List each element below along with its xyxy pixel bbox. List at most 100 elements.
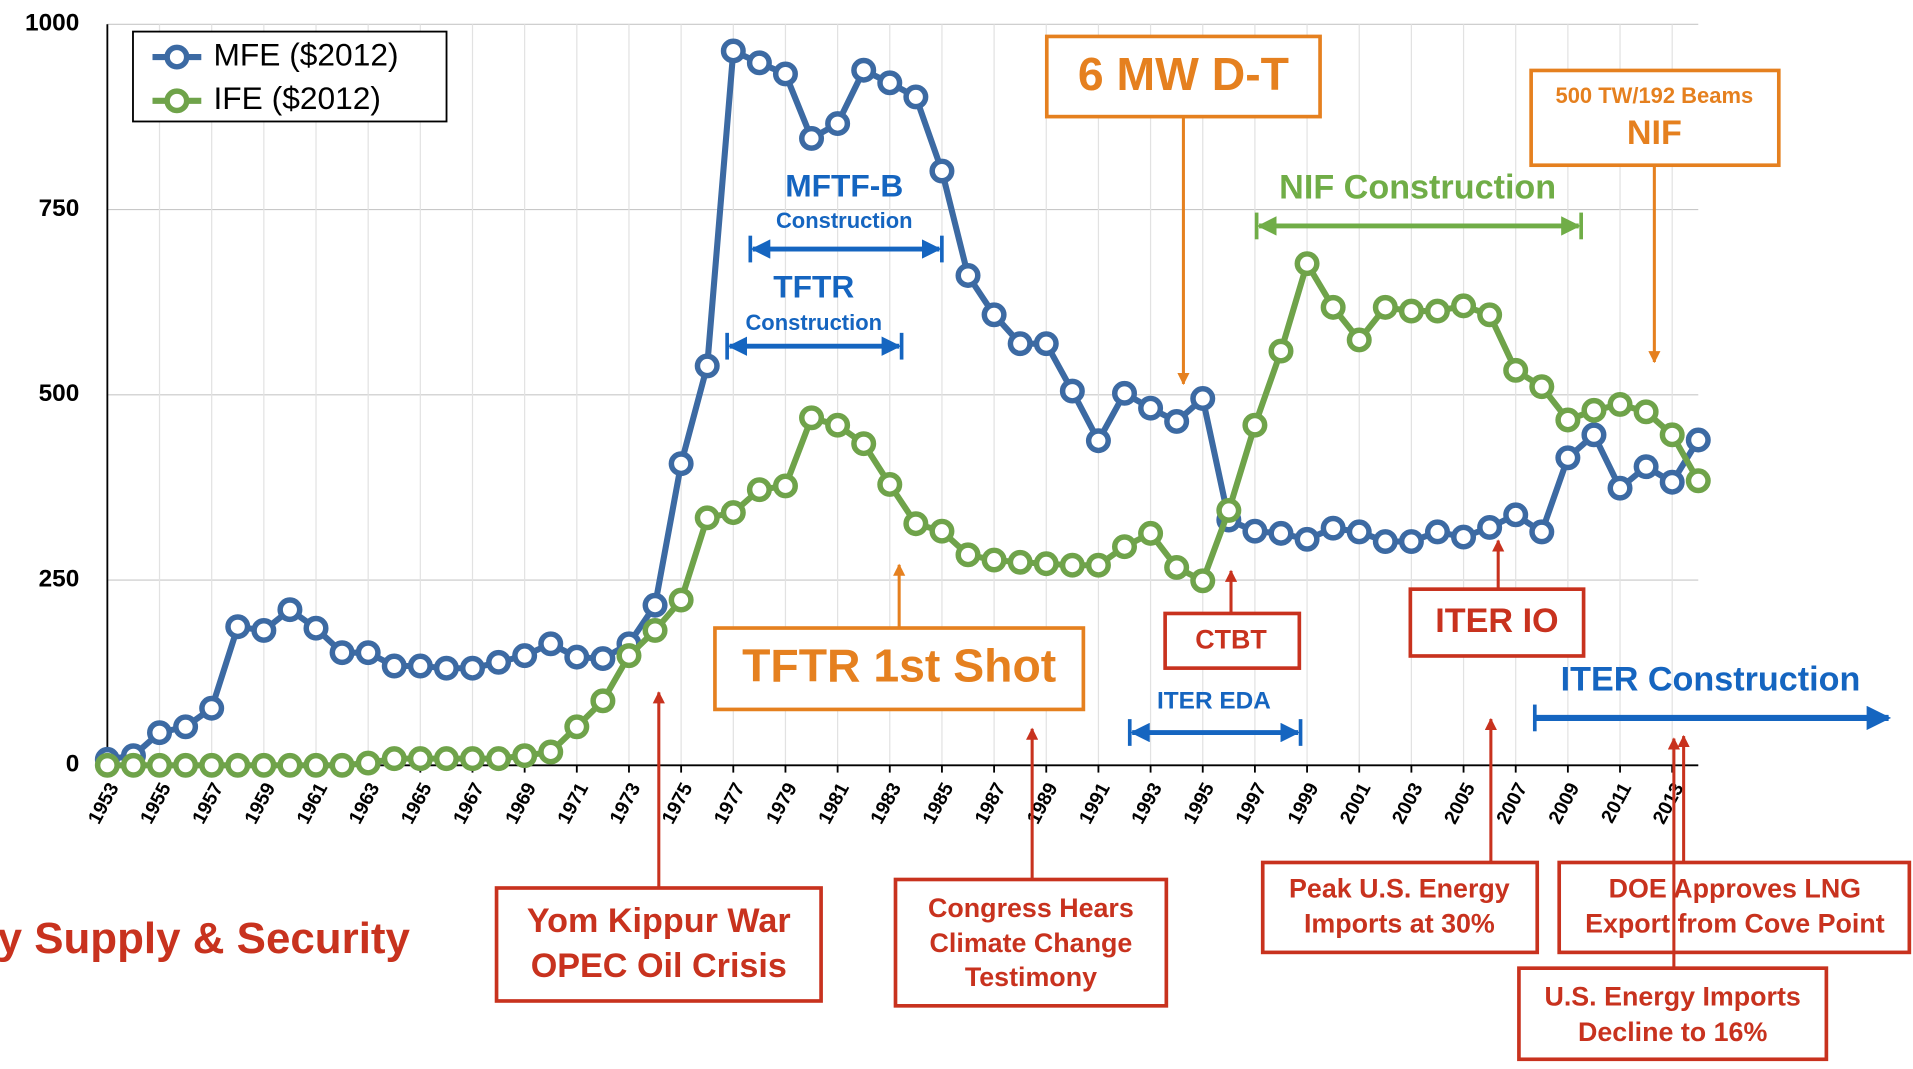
- data-point: [825, 412, 851, 438]
- x-tick-label: 1963: [345, 779, 385, 828]
- data-point: [1268, 520, 1294, 546]
- data-point: [1033, 331, 1059, 357]
- data-point: [616, 643, 642, 669]
- x-tick-label: 2011: [1597, 779, 1636, 827]
- data-point: [1555, 407, 1581, 433]
- data-point: [903, 84, 929, 110]
- x-tick-label: 2001: [1336, 779, 1376, 828]
- annotation-text: Yom Kippur War: [527, 902, 791, 940]
- annotation-text: ITER IO: [1435, 602, 1558, 640]
- data-point: [1242, 518, 1268, 544]
- data-point: [147, 720, 173, 746]
- data-point: [746, 50, 772, 76]
- y-tick-label: 250: [39, 566, 80, 593]
- data-point: [1529, 374, 1555, 400]
- data-point: [929, 518, 955, 544]
- annotation-text: CTBT: [1195, 625, 1267, 655]
- data-point: [1372, 294, 1398, 320]
- annotation-text: Decline to 16%: [1578, 1017, 1768, 1047]
- annotation-text: Peak U.S. Energy: [1289, 874, 1510, 904]
- data-point: [877, 472, 903, 497]
- data-point: [564, 644, 590, 670]
- y-tick-label: 500: [39, 380, 80, 407]
- data-point: [381, 746, 407, 772]
- data-point: [1607, 391, 1633, 417]
- x-tick-label: 1977: [710, 779, 750, 827]
- data-point: [1085, 552, 1111, 578]
- data-point: [799, 125, 825, 151]
- data-point: [1216, 497, 1242, 523]
- y-tick-label: 1000: [25, 10, 79, 37]
- data-point: [720, 38, 746, 64]
- data-point: [955, 542, 981, 568]
- data-point: [1659, 469, 1685, 495]
- x-tick-label: 2009: [1544, 779, 1584, 828]
- data-point: [1320, 294, 1346, 320]
- data-point: [303, 615, 329, 641]
- data-point: [746, 477, 772, 503]
- annotation-box: [1260, 860, 1540, 955]
- annotation-box: [1557, 860, 1912, 955]
- annotation-text: 500 TW/192 Beams: [1556, 83, 1754, 108]
- annotation-text: OPEC Oil Crisis: [531, 947, 787, 985]
- data-point: [303, 752, 329, 778]
- data-point: [955, 263, 981, 288]
- data-point: [173, 714, 199, 740]
- x-tick-label: 1983: [866, 779, 906, 828]
- data-point: [538, 631, 564, 657]
- x-tick-label: 1981: [814, 779, 854, 828]
- data-point: [642, 592, 668, 618]
- annotation-text: Climate Change: [930, 928, 1133, 958]
- data-point: [590, 688, 616, 714]
- data-point: [1033, 551, 1059, 577]
- x-tick-label: 1961: [292, 779, 332, 828]
- data-point: [225, 614, 251, 640]
- x-tick-label: 1965: [397, 779, 437, 828]
- annotation-text: MFTF-B: [785, 168, 903, 204]
- annotation-text: Construction: [776, 208, 913, 233]
- annotation-box: [713, 626, 1086, 712]
- annotation-text: Testimony: [965, 962, 1097, 992]
- data-point: [199, 752, 225, 778]
- annotation-box: [1044, 34, 1322, 119]
- annotation-text: 6 MW D-T: [1078, 48, 1289, 100]
- data-point: [94, 752, 120, 778]
- data-point: [486, 649, 512, 675]
- data-point: [1111, 534, 1138, 560]
- data-point: [981, 302, 1007, 328]
- x-tick-label: 1993: [1127, 779, 1167, 828]
- y-tick-label: 750: [39, 195, 80, 222]
- data-point: [1633, 399, 1659, 425]
- annotation-text: DOE Approves LNG: [1609, 874, 1861, 904]
- data-point: [590, 646, 616, 672]
- x-tick-label: 1989: [1023, 779, 1063, 828]
- annotation-text: Congress Hears: [928, 893, 1134, 923]
- y-tick-label: 0: [66, 751, 80, 778]
- data-point: [251, 617, 277, 643]
- data-point: [1111, 380, 1138, 406]
- data-point: [1633, 454, 1659, 480]
- data-point: [277, 752, 303, 778]
- annotation-text: NIF: [1627, 114, 1682, 152]
- x-tick-label: 1971: [553, 779, 593, 828]
- data-point: [173, 752, 199, 778]
- x-tick-label: 1979: [762, 779, 802, 828]
- data-point: [903, 511, 929, 537]
- data-point: [720, 500, 746, 526]
- data-point: [1190, 568, 1216, 594]
- data-point: [772, 61, 798, 87]
- data-point: [459, 655, 485, 681]
- annotation-box: [893, 877, 1169, 1008]
- data-point: [251, 752, 277, 778]
- x-tick-label: 1953: [84, 779, 124, 828]
- data-point: [1346, 327, 1372, 353]
- data-point: [512, 643, 538, 669]
- data-point: [433, 655, 459, 681]
- data-point: [564, 714, 590, 740]
- annotation-text: U.S. Energy Imports: [1544, 982, 1800, 1012]
- data-point: [329, 752, 355, 778]
- data-point: [225, 752, 251, 778]
- data-point: [1268, 338, 1294, 364]
- data-point: [694, 505, 720, 531]
